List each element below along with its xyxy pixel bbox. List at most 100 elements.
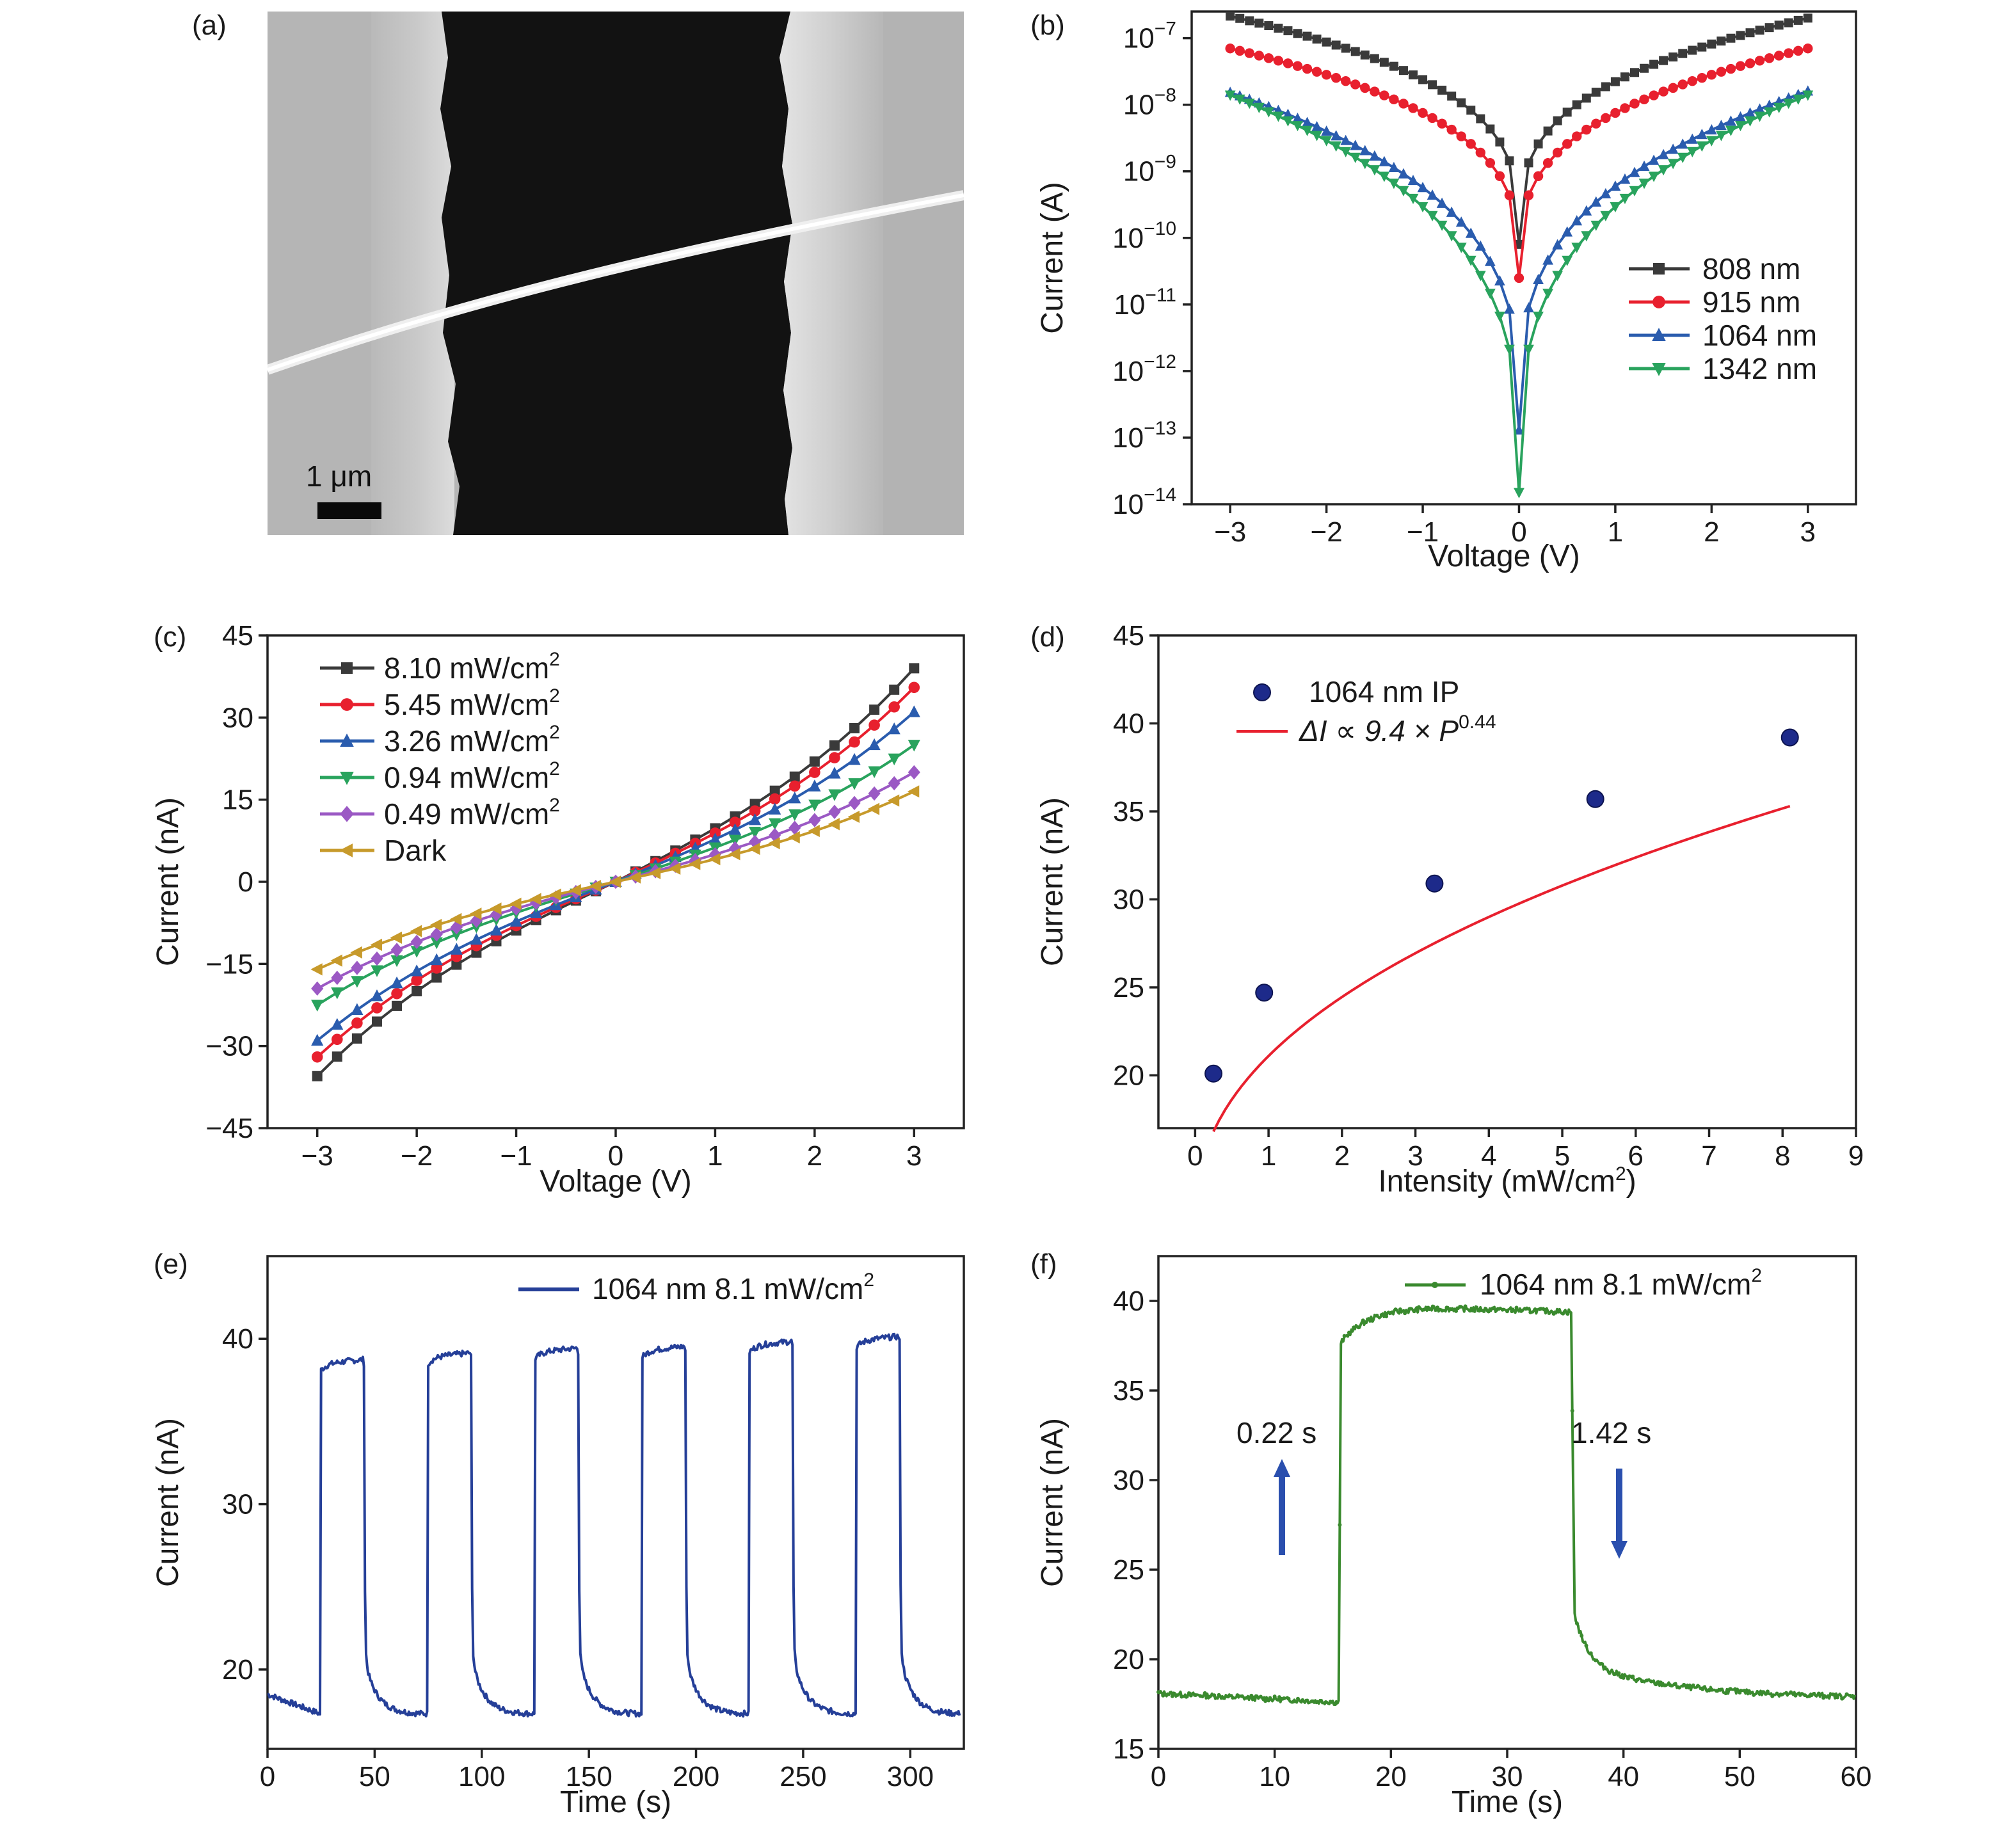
data-point — [1324, 1700, 1328, 1705]
panel-d-label: (d) — [1030, 621, 1065, 653]
data-point — [1505, 156, 1514, 166]
data-point — [1754, 103, 1765, 114]
data-point — [1418, 75, 1428, 84]
data-point — [1421, 1307, 1426, 1312]
data-point — [1226, 1694, 1230, 1699]
data-point — [490, 923, 503, 936]
data-point — [1773, 102, 1785, 113]
data-point — [1562, 255, 1573, 266]
data-point — [1504, 190, 1515, 200]
data-point — [1268, 1696, 1272, 1700]
x-tick-label: 2 — [1334, 1140, 1350, 1172]
data-point — [1667, 159, 1679, 170]
data-point — [1715, 120, 1727, 131]
x-tick-label: 4 — [1481, 1140, 1496, 1172]
data-point — [888, 722, 900, 735]
x-tick-label: 3 — [1407, 1140, 1423, 1172]
chart-d-xlabel: Intensity (mW/cm2) — [1378, 1163, 1636, 1199]
legend-label: 0.94 mW/cm2 — [384, 758, 560, 794]
data-point — [1594, 1658, 1598, 1662]
data-point — [788, 791, 801, 804]
data-point — [1274, 23, 1283, 33]
data-point — [1756, 1690, 1761, 1694]
data-point — [1726, 33, 1736, 43]
data-point — [809, 767, 820, 778]
series-Dark — [310, 785, 920, 976]
data-point — [1254, 19, 1264, 28]
data-point — [1494, 171, 1505, 181]
legend-label: 0.49 mW/cm2 — [384, 795, 560, 831]
legend-line-marker — [1432, 1282, 1438, 1288]
data-point — [1764, 53, 1775, 63]
legend-marker — [340, 772, 354, 785]
data-point — [1466, 139, 1476, 149]
data-point — [1553, 116, 1562, 125]
data-point — [1631, 1674, 1635, 1678]
data-point — [1331, 141, 1342, 152]
data-point — [1359, 145, 1371, 155]
data-point — [1668, 52, 1678, 62]
data-point — [1360, 83, 1370, 93]
data-point — [1542, 157, 1553, 168]
data-point — [1388, 179, 1400, 189]
data-point — [1803, 13, 1812, 23]
data-point — [1292, 112, 1303, 124]
x-tick-label: −3 — [1214, 516, 1246, 548]
data-point — [1389, 94, 1399, 105]
data-point — [1707, 39, 1716, 49]
data-point — [808, 824, 820, 838]
data-point — [1581, 231, 1592, 242]
data-point — [888, 701, 900, 713]
data-point — [888, 753, 900, 765]
data-point — [1533, 311, 1544, 323]
data-point — [1437, 118, 1447, 129]
data-point — [1369, 165, 1380, 176]
series-1342-nm — [1224, 90, 1814, 498]
data-point — [1350, 79, 1361, 90]
data-point — [1315, 1700, 1319, 1705]
data-point — [728, 834, 742, 847]
data-point — [1207, 1694, 1212, 1699]
y-tick-label: 25 — [1113, 972, 1144, 1003]
chart-f-y-ticks: 15 20 25 30 35 40 — [1113, 1286, 1158, 1765]
data-point — [451, 959, 462, 970]
chart-f-xlabel: Time (s) — [1452, 1785, 1563, 1819]
data-point — [351, 1003, 364, 1016]
data-point — [1738, 1691, 1742, 1695]
data-point — [1816, 1691, 1821, 1696]
data-point — [1591, 118, 1601, 129]
data-point — [1283, 26, 1293, 36]
x-tick-label: 30 — [1492, 1761, 1523, 1792]
data-point — [1379, 58, 1389, 67]
data-point — [1416, 1305, 1421, 1309]
data-point — [311, 1033, 324, 1046]
data-point — [1427, 189, 1438, 200]
data-point — [351, 976, 364, 988]
data-point — [1572, 100, 1581, 109]
data-point — [1774, 20, 1784, 30]
data-point — [1688, 45, 1697, 55]
chart-f: 0 10 20 30 40 50 60 15 20 25 30 35 40 Time (s) Curr… — [1036, 1255, 1871, 1819]
data-point — [1156, 1690, 1160, 1694]
y-tick-label: −45 — [205, 1113, 253, 1144]
data-point — [1514, 239, 1524, 249]
data-point — [1514, 488, 1524, 498]
data-point — [1359, 159, 1371, 170]
data-point — [370, 938, 382, 952]
data-point — [769, 802, 781, 815]
data-point — [1677, 152, 1688, 163]
data-point — [1691, 1683, 1695, 1687]
data-point — [351, 960, 364, 975]
x-tick-label: −1 — [500, 1140, 532, 1172]
data-point — [1830, 1692, 1835, 1696]
data-point — [1562, 226, 1573, 237]
data-point — [887, 794, 900, 807]
data-point — [1562, 108, 1572, 117]
data-point — [1524, 158, 1533, 168]
data-point — [1350, 47, 1360, 56]
data-point — [1752, 1693, 1756, 1697]
chart-b-series — [1224, 12, 1814, 498]
y-tick-label: 40 — [1113, 1286, 1144, 1317]
data-point — [1716, 67, 1727, 77]
data-point — [1695, 1684, 1700, 1688]
